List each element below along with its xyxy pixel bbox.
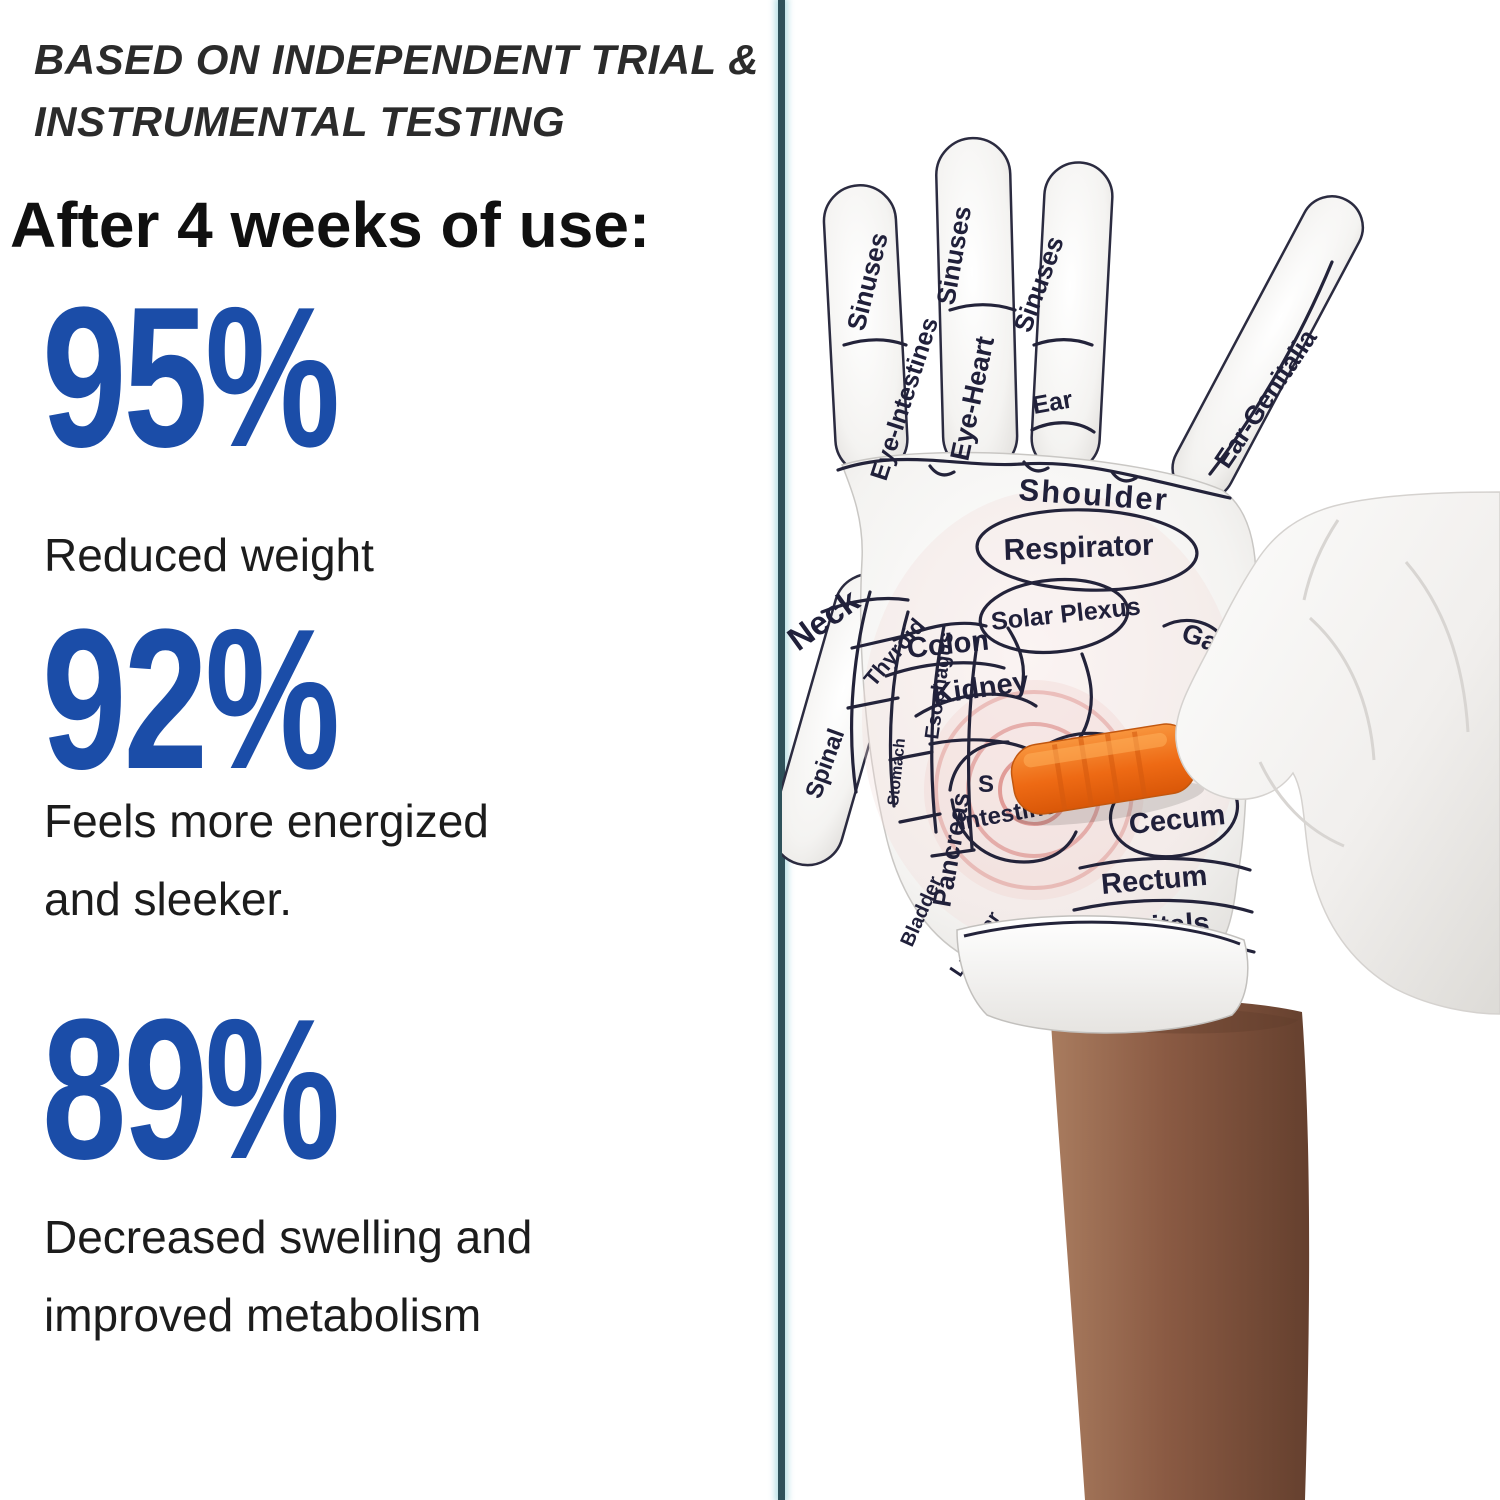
stat-value-3: 89% [42,978,340,1201]
stat-desc-3-line-2: improved metabolism [44,1289,482,1341]
stat-desc-1: Reduced weight [44,516,374,594]
glove-palm [841,451,1257,961]
glove-label-respirator: Respirator [1003,529,1154,567]
masseur-hand [1175,491,1500,1015]
glove-pinky-finger [1171,195,1365,501]
glove-label-ear: Ear [1030,385,1075,420]
disclaimer-line-1: BASED ON INDEPENDENT TRIAL & [34,36,759,83]
massage-tool [1010,723,1205,826]
disclaimer-line-2: INSTRUMENTAL TESTING [34,98,566,145]
stat-desc-2-line-1: Feels more energized [44,795,489,847]
tool-highlight [1023,732,1167,768]
glove-label-s-intestine-s: S [978,771,994,798]
chart-glove: Sinuses Eye-Intestines Sinuses Eye-Heart… [782,136,1365,1034]
heading: After 4 weeks of use: [10,189,651,261]
vertical-divider [778,0,785,1500]
stat-desc-2: Feels more energized and sleeker. [44,782,489,938]
glove-label-stomach: Stomach [885,737,909,806]
forearm [1050,999,1310,1500]
glove-cuff [956,915,1249,1034]
glove-fingers [822,136,1365,501]
product-photo: Sinuses Eye-Intestines Sinuses Eye-Heart… [782,136,1500,1500]
stat-desc-2-line-2: and sleeker. [44,873,293,925]
stat-value-2: 92% [42,588,340,811]
glove-region-lines [820,260,1334,954]
stat-value-1: 95% [42,266,340,489]
stat-desc-1-line-1: Reduced weight [44,529,374,581]
stat-desc-3-line-1: Decreased swelling and [44,1211,533,1263]
stat-desc-3: Decreased swelling and improved metaboli… [44,1198,532,1354]
hand-creases [1258,519,1470,848]
pink-print-tint [862,490,1242,950]
